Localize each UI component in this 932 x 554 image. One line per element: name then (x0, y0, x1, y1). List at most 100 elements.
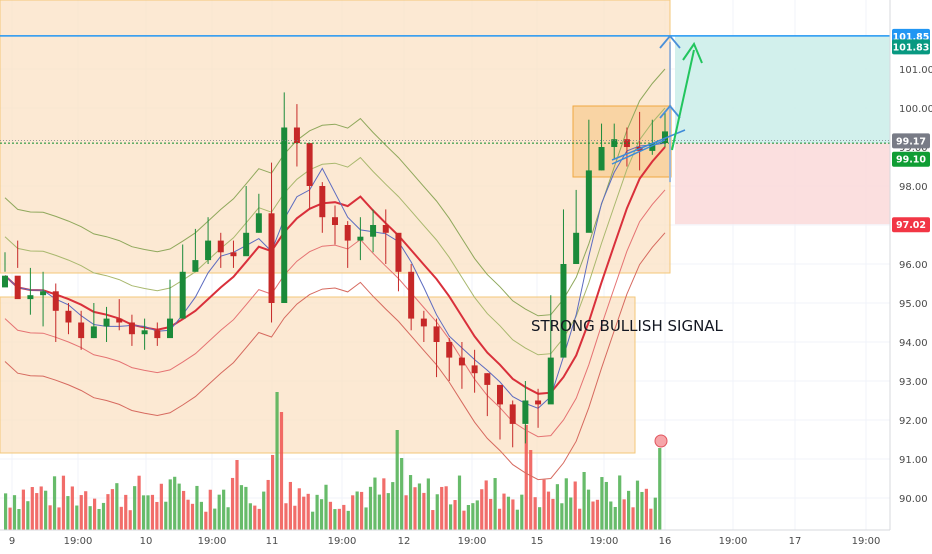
volume-bar-77 (346, 510, 350, 530)
candlesticks (2, 92, 668, 448)
volume-bar-139 (622, 499, 626, 530)
x-tick-label-2: 10 (140, 536, 153, 547)
y-tick-label-4: 94.00 (899, 338, 928, 349)
volume-bar-35 (159, 483, 163, 530)
annotation-label: STRONG BULLISH SIGNAL (531, 317, 724, 335)
price-axis-background (890, 0, 932, 550)
y-tick-label-6: 96.00 (899, 260, 928, 271)
price-badge-1 (892, 39, 930, 55)
time-axis[interactable]: 9 19:00 10 19:00 11 19:00 12 19:00 15 19:00 16 19:0… (9, 536, 881, 547)
volume-bar-80 (360, 491, 364, 530)
volume-bar-69 (311, 511, 315, 530)
volume-bar-51 (230, 477, 235, 530)
volume-bar-116 (520, 494, 524, 530)
volume-bar-9 (44, 490, 48, 530)
volume-bar-42 (190, 503, 195, 530)
volume-bar-28 (128, 510, 132, 530)
upper-band-outer (4, 68, 666, 317)
x-tick-label-5: 19:00 (328, 536, 357, 547)
target-arrow-head (659, 34, 681, 49)
candle-body-19 (243, 232, 250, 257)
drawings (611, 34, 703, 183)
candle-body-20 (255, 213, 262, 233)
volume-bar-128 (573, 481, 577, 530)
volume-bar-41 (186, 499, 190, 530)
volume-bar-96 (431, 510, 435, 530)
volume-bar-10 (48, 505, 52, 530)
volume-bar-59 (266, 479, 270, 530)
price-badge-label-0: 101.85 (893, 32, 930, 43)
candle-body-18 (230, 252, 237, 257)
volume-bar-24 (110, 489, 114, 530)
y-tick-label-5: 95.00 (899, 299, 928, 310)
volume-bar-61 (275, 392, 279, 530)
moving-average-red (4, 146, 666, 395)
candle-body-25 (319, 186, 326, 218)
volume-bar-53 (239, 485, 244, 530)
volume-bar-67 (302, 496, 306, 530)
volume-bar-76 (342, 504, 346, 530)
candle-body-35 (446, 342, 453, 358)
volume-bar-83 (373, 477, 377, 530)
volume-bar-8 (39, 486, 43, 530)
volume-bar-88 (395, 430, 399, 530)
volume-bar-134 (600, 477, 604, 530)
volume-bar-126 (564, 478, 568, 530)
candle-body-4 (52, 291, 59, 311)
moving-average-blue (4, 142, 666, 409)
volume-bar-16 (75, 505, 79, 530)
volume-bar-129 (578, 508, 582, 530)
x-tick-label-6: 12 (398, 536, 411, 547)
x-tick-label-9: 19:00 (590, 536, 619, 547)
price-badge-label-3: 99.10 (896, 155, 926, 166)
volume-bar-50 (226, 507, 230, 530)
volume-bar-101 (453, 500, 457, 530)
volume-bar-125 (560, 503, 564, 530)
y-tick-label-3: 93.00 (899, 377, 928, 388)
candle-body-2 (27, 295, 34, 300)
volume-bar-140 (627, 490, 631, 530)
candle-body-16 (205, 240, 212, 261)
volume-bar-118 (529, 450, 533, 530)
candle-body-3 (40, 291, 47, 296)
volume-bar-4 (21, 489, 25, 530)
volume-bar-26 (119, 506, 123, 530)
volume-bar-65 (293, 505, 297, 530)
volume-bar-63 (284, 503, 288, 530)
projection-arrow-line (671, 49, 695, 151)
y-tick-label-2: 92.00 (899, 416, 928, 427)
lower-band-outer (4, 232, 666, 481)
horizontal-price-lines (0, 35, 890, 144)
volume-bar-11 (52, 476, 57, 530)
lower-band-inner (4, 189, 666, 438)
volume-bar-19 (88, 506, 92, 530)
price-axis[interactable]: 90.0091.0092.0093.0094.0095.0096.0097.00… (899, 65, 932, 505)
volume-bar-39 (177, 483, 181, 530)
volume-bars (4, 392, 668, 530)
volume-bar-90 (404, 495, 408, 530)
volume-bar-95 (426, 478, 430, 530)
volume-bar-113 (506, 496, 511, 530)
volume-bar-37 (168, 479, 172, 530)
volume-bar-97 (435, 494, 439, 530)
x-tick-label-13: 19:00 (852, 536, 881, 547)
x-tick-label-11: 19:00 (719, 536, 748, 547)
volume-bar-79 (355, 491, 359, 530)
volume-bar-44 (199, 501, 203, 530)
highlight-zones (0, 0, 890, 454)
volume-bar-33 (150, 494, 155, 530)
volume-bar-25 (115, 483, 119, 530)
candle-body-26 (332, 217, 338, 225)
volume-bar-115 (515, 509, 519, 530)
candle-body-12 (154, 330, 161, 339)
candle-body-27 (344, 225, 351, 241)
candle-body-7 (90, 326, 97, 339)
time-axis-background (0, 530, 932, 550)
candle-body-42 (535, 400, 542, 405)
volume-bar-131 (586, 489, 591, 530)
volume-bar-136 (609, 501, 613, 530)
volume-bar-121 (542, 479, 546, 530)
volume-bar-34 (155, 501, 159, 530)
volume-bar-94 (422, 492, 426, 530)
